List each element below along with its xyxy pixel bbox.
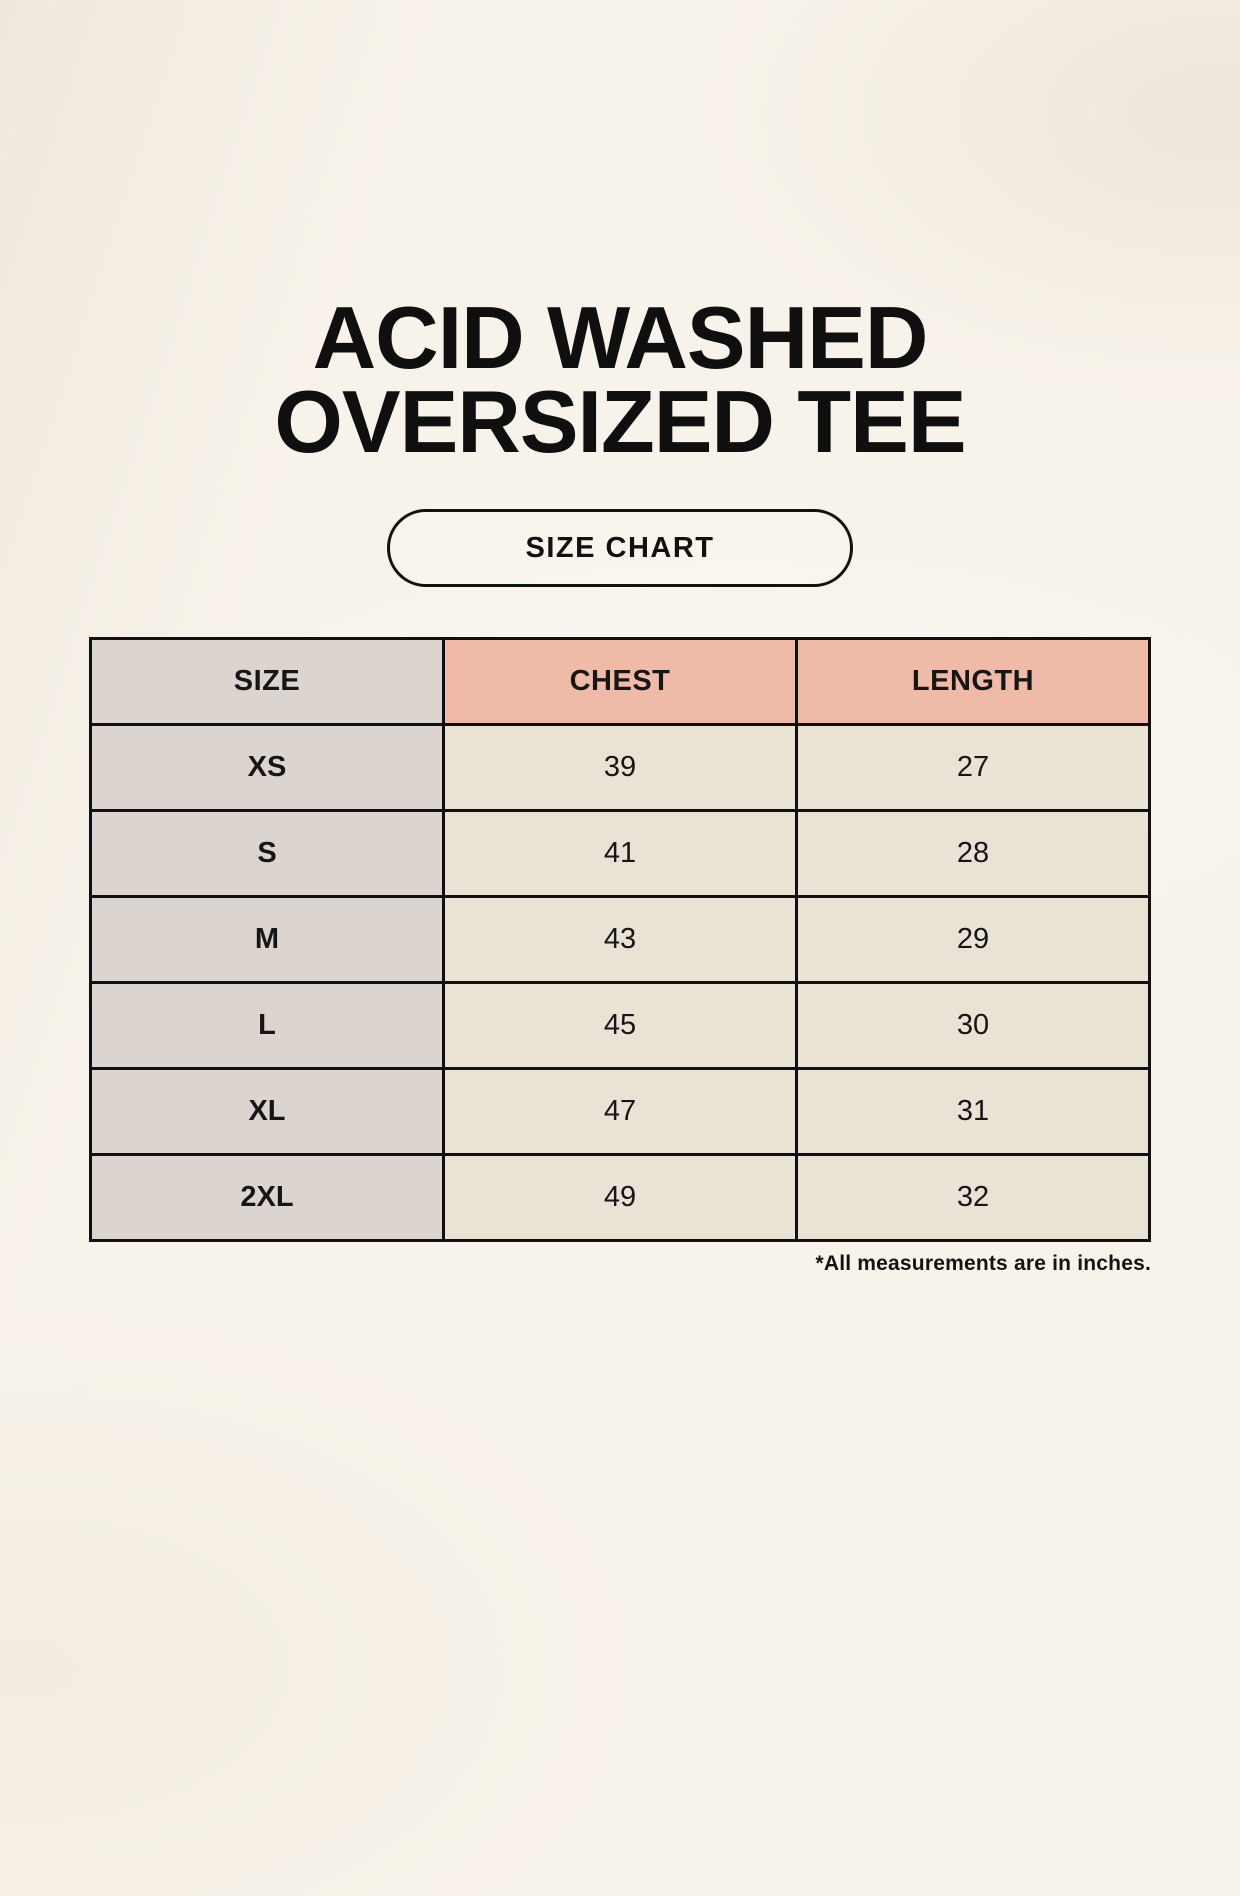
chest-value: 49 bbox=[442, 1153, 798, 1243]
column-header-length: LENGTH bbox=[795, 637, 1151, 727]
size-label: S bbox=[89, 809, 445, 899]
chest-value: 41 bbox=[442, 809, 798, 899]
size-chart-badge: SIZE CHART bbox=[387, 509, 853, 588]
table-header-row: SIZE CHEST LENGTH bbox=[89, 637, 1151, 727]
length-value: 28 bbox=[795, 809, 1151, 899]
chest-value: 39 bbox=[442, 723, 798, 813]
title-line-1: ACID WASHED bbox=[312, 288, 929, 387]
length-value: 29 bbox=[795, 895, 1151, 985]
length-value: 32 bbox=[795, 1153, 1151, 1243]
table-row: M 43 29 bbox=[89, 895, 1151, 985]
chest-value: 45 bbox=[442, 981, 798, 1071]
table-row: S 41 28 bbox=[89, 809, 1151, 899]
size-label: XL bbox=[89, 1067, 445, 1157]
size-label: M bbox=[89, 895, 445, 985]
table-row: XS 39 27 bbox=[89, 723, 1151, 813]
length-value: 30 bbox=[795, 981, 1151, 1071]
page-title: ACID WASHED OVERSIZED TEE bbox=[0, 288, 1240, 471]
column-header-chest: CHEST bbox=[442, 637, 798, 727]
chest-value: 47 bbox=[442, 1067, 798, 1157]
length-value: 31 bbox=[795, 1067, 1151, 1157]
size-label: 2XL bbox=[89, 1153, 445, 1243]
size-chart-badge-label: SIZE CHART bbox=[525, 531, 715, 564]
chest-value: 43 bbox=[442, 895, 798, 985]
length-value: 27 bbox=[795, 723, 1151, 813]
size-label: XS bbox=[89, 723, 445, 813]
table-row: L 45 30 bbox=[89, 981, 1151, 1071]
table-row: 2XL 49 32 bbox=[89, 1153, 1151, 1243]
table-row: XL 47 31 bbox=[89, 1067, 1151, 1157]
size-chart-table-container: SIZE CHEST LENGTH XS 39 27 S 41 28 M 43 … bbox=[89, 637, 1151, 1243]
size-chart-table: SIZE CHEST LENGTH XS 39 27 S 41 28 M 43 … bbox=[89, 637, 1151, 1243]
title-line-2: OVERSIZED TEE bbox=[274, 371, 966, 471]
measurements-footnote: *All measurements are in inches. bbox=[815, 1252, 1151, 1276]
column-header-size: SIZE bbox=[89, 637, 445, 727]
size-label: L bbox=[89, 981, 445, 1071]
